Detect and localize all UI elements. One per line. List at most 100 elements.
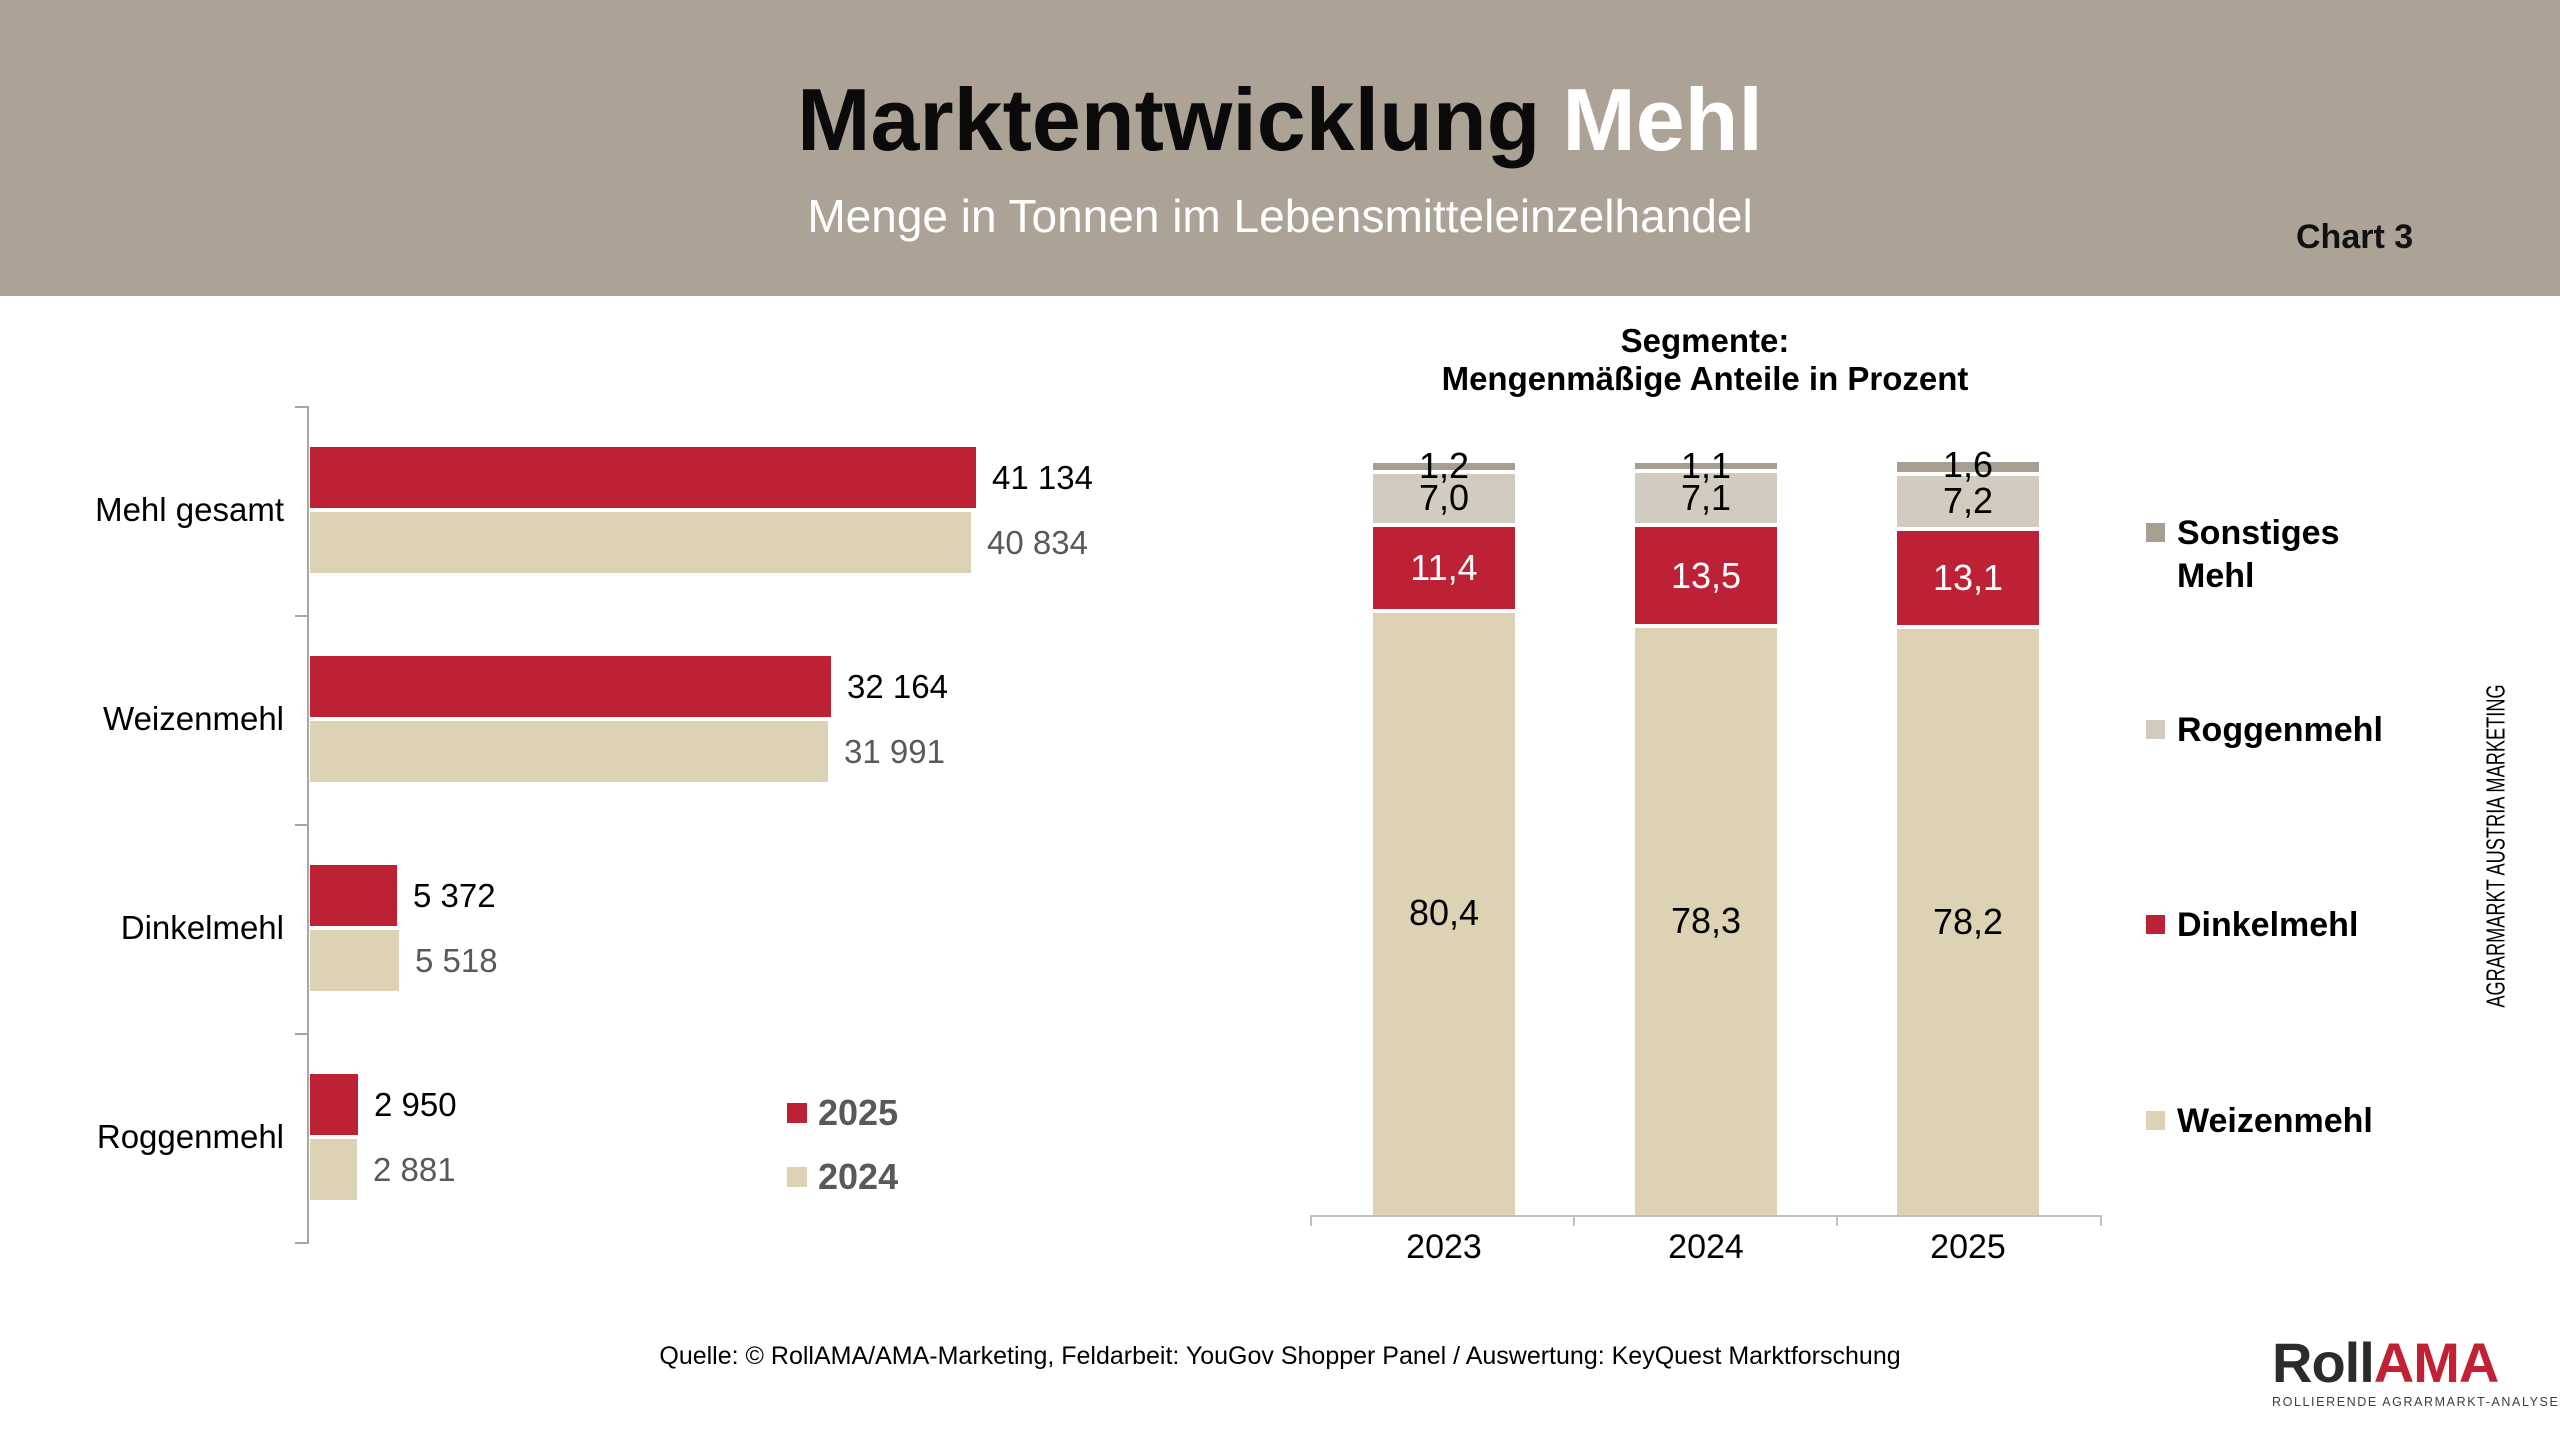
legend-label-line: Mehl [2177, 557, 2255, 595]
legend-label-line: Dinkelmehl [2177, 906, 2359, 944]
x-tick-label: 2023 [1406, 1228, 1482, 1266]
x-axis-tick [1836, 1215, 1838, 1226]
segment-Roggenmehl [1897, 474, 2039, 529]
segment-gap [1897, 526, 2039, 531]
bar-2024 [310, 512, 971, 573]
segment-label: 1,6 [1942, 444, 1994, 486]
page-title-black: Marktentwicklung [797, 70, 1541, 169]
segment-Dinkelmehl [1897, 528, 2039, 628]
y-axis-tick [295, 1033, 307, 1035]
x-tick-label: 2025 [1930, 1228, 2006, 1266]
segment-label: 7,1 [1680, 477, 1732, 518]
page-title: Marktentwicklung Mehl [0, 70, 2560, 170]
segment-label: 1,2 [1418, 445, 1470, 486]
legend-label-Weizenmehl: Weizenmehl [2177, 1100, 2373, 1143]
bar-2025 [310, 865, 397, 926]
y-axis-tick [295, 824, 307, 826]
category-label: Dinkelmehl [120, 909, 284, 946]
legend-label-Dinkelmehl: Dinkelmehl [2177, 904, 2358, 947]
category-label: Mehl gesamt [95, 491, 284, 528]
legend-swatch-Roggenmehl [2146, 720, 2165, 739]
category-label: Weizenmehl [103, 700, 284, 737]
segment-Dinkelmehl [1635, 524, 1777, 627]
segment-Weizenmehl [1373, 610, 1515, 1216]
segment-label: 78,2 [1932, 900, 2004, 942]
value-label: 2 881 [373, 1151, 456, 1188]
x-axis-tick [2100, 1215, 2102, 1226]
rollama-logo-caption: ROLLIERENDE AGRARMARKT-ANALYSE [2272, 1395, 2560, 1409]
segment-label: 7,0 [1418, 477, 1470, 519]
segment-label: 78,3 [1670, 900, 1742, 942]
rollama-logo: RollAMA ROLLIERENDE AGRARMARKT-ANALYSE [2272, 1334, 2560, 1410]
segment-Sonstiges Mehl [1635, 463, 1777, 472]
x-axis-line [1310, 1215, 2102, 1217]
segment-gap [1897, 625, 2039, 630]
bar-2024 [310, 721, 828, 782]
page-subtitle: Menge in Tonnen im Lebensmitteleinzelhan… [807, 190, 1753, 242]
segment-gap [1897, 472, 2039, 477]
vertical-watermark: AGRARMARKT AUSTRIA MARKETING [2480, 684, 2511, 1008]
legend-label-2024: 2024 [818, 1156, 899, 1197]
header-band [0, 0, 2560, 296]
y-axis-tick [295, 1242, 307, 1244]
stacked-chart-title-line2: Mengenmäßige Anteile in Prozent [1441, 360, 1969, 397]
stacked-chart-title: Segmente: Mengenmäßige Anteile in Prozen… [1305, 322, 2105, 398]
value-label: 31 991 [844, 733, 945, 770]
value-label: 5 372 [413, 877, 496, 914]
legend-label-line: Sonstiges [2177, 514, 2340, 552]
legend-label-line: Weizenmehl [2177, 1102, 2373, 1140]
segment-Weizenmehl [1635, 626, 1777, 1216]
bar-2025 [310, 1074, 358, 1135]
legend-label-line: Roggenmehl [2177, 711, 2383, 749]
segment-Dinkelmehl [1373, 524, 1515, 611]
segment-gap [1373, 522, 1515, 527]
legend-label-Sonstiges: Sonstiges Mehl [2177, 512, 2339, 598]
segment-label: 1,1 [1680, 445, 1732, 486]
rollama-logo-roll: Roll [2272, 1331, 2375, 1394]
segment-label: 7,2 [1942, 480, 1994, 522]
rollama-logo-ama: AMA [2373, 1331, 2500, 1394]
x-axis-tick [1573, 1215, 1575, 1226]
legend-label-Roggenmehl: Roggenmehl [2177, 709, 2383, 752]
segment-Weizenmehl [1897, 627, 2039, 1216]
legend-swatch-Dinkelmehl [2146, 915, 2165, 934]
legend-swatch-2025 [787, 1103, 807, 1123]
segment-Sonstiges Mehl [1373, 463, 1515, 473]
bar-2025 [310, 656, 831, 717]
x-tick-label: 2024 [1668, 1228, 1744, 1266]
source-line: Quelle: © RollAMA/AMA-Marketing, Feldarb… [659, 1342, 1901, 1370]
legend-label-2025: 2025 [818, 1092, 899, 1133]
category-label: Roggenmehl [96, 1118, 284, 1155]
value-label: 2 950 [374, 1086, 457, 1123]
chart-number: Chart 3 [2296, 218, 2414, 256]
legend-swatch-Weizenmehl [2146, 1111, 2165, 1130]
segment-label: 80,4 [1408, 892, 1480, 934]
segment-gap [1635, 522, 1777, 527]
segment-gap [1635, 469, 1777, 474]
value-label: 32 164 [847, 668, 948, 705]
value-label: 5 518 [415, 942, 498, 979]
x-axis-tick [1310, 1215, 1312, 1226]
stacked-chart-title-line1: Segmente: [1620, 322, 1790, 359]
segment-Roggenmehl [1373, 472, 1515, 525]
bar-2025 [310, 447, 976, 508]
segment-gap [1373, 470, 1515, 475]
y-axis-line [307, 406, 309, 1244]
segment-Roggenmehl [1635, 471, 1777, 525]
legend-swatch-2024 [787, 1167, 807, 1187]
segment-label: 11,4 [1410, 546, 1478, 588]
value-label: 40 834 [987, 524, 1088, 561]
bar-2024 [310, 930, 399, 991]
y-axis-tick [295, 406, 307, 408]
segment-label: 13,1 [1932, 556, 2004, 598]
page-title-accent: Mehl [1562, 70, 1763, 169]
segment-gap [1373, 608, 1515, 613]
segment-gap [1635, 624, 1777, 629]
rollama-logo-word: RollAMA [2272, 1334, 2532, 1392]
bar-2024 [310, 1139, 357, 1200]
